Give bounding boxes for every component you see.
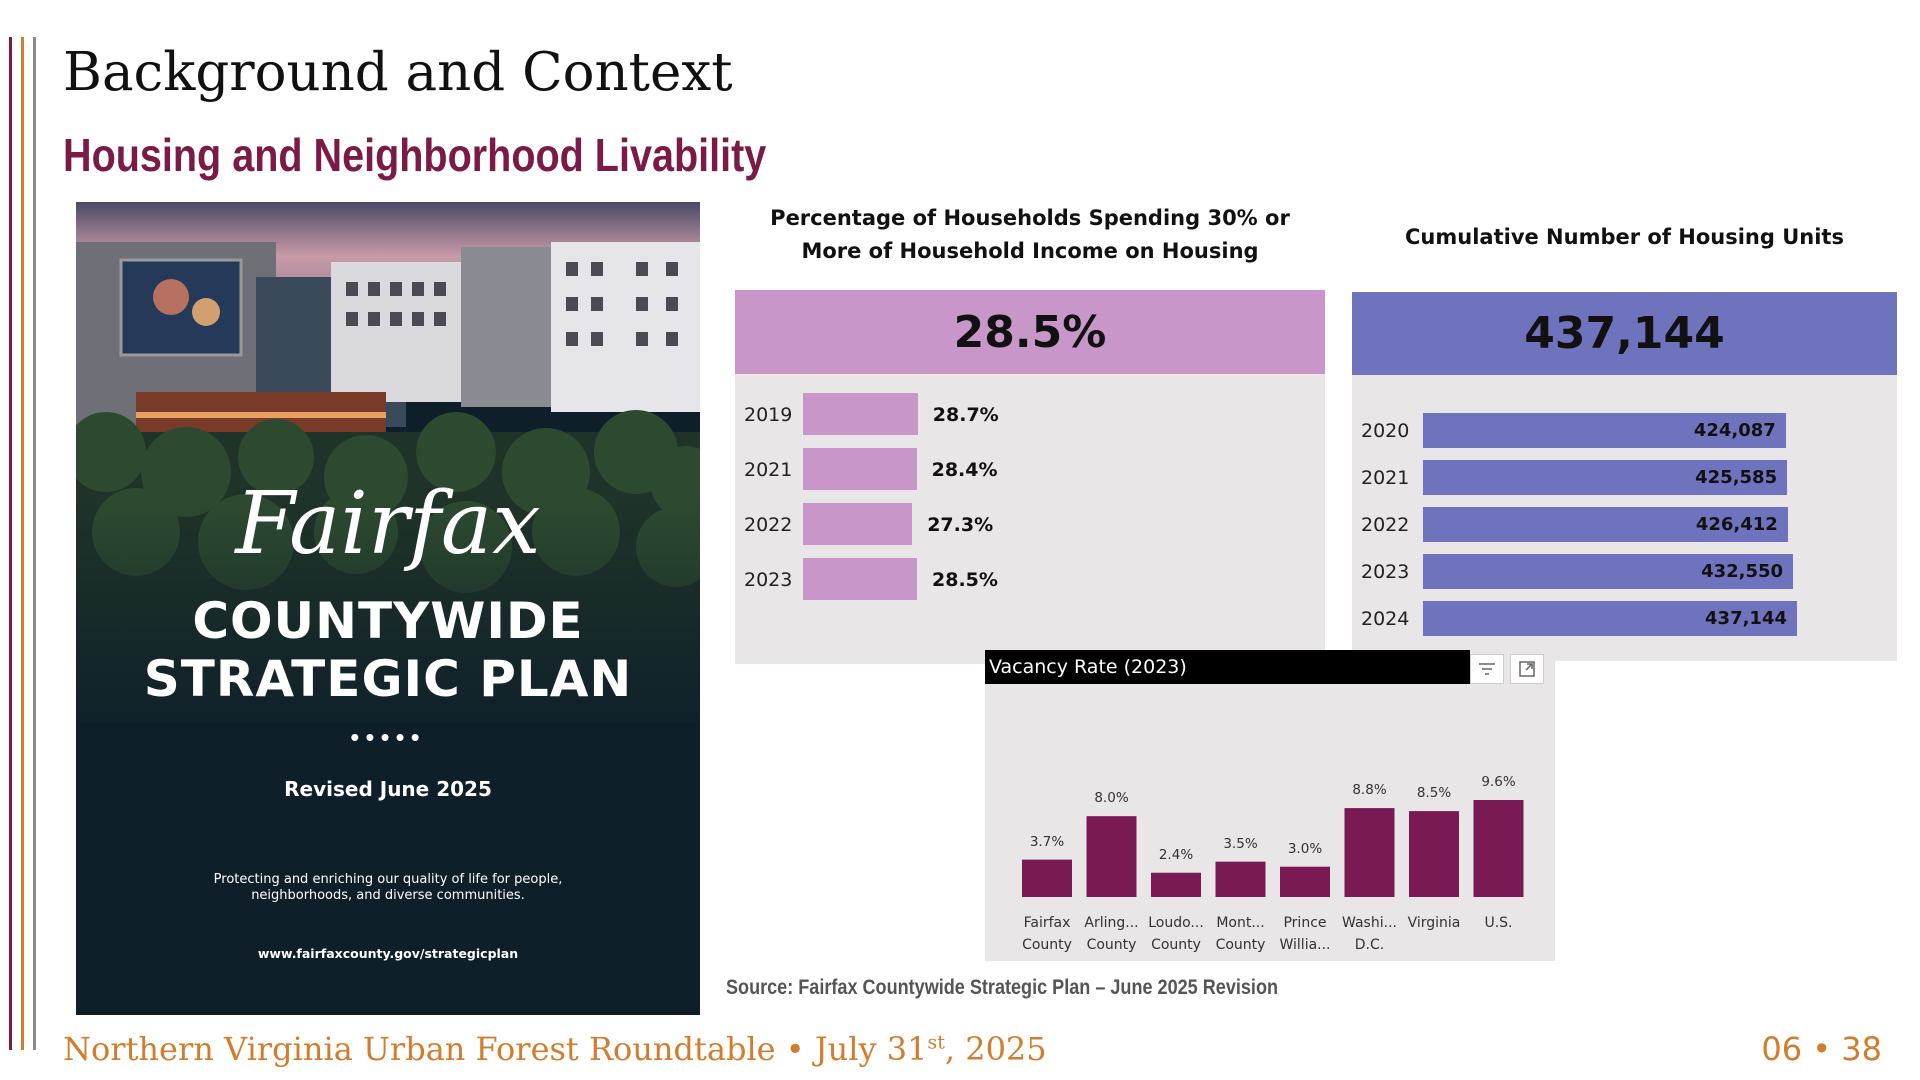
- vacancy-value-label: 9.6%: [1481, 774, 1516, 790]
- accent-stripe-maroon: [9, 37, 12, 1050]
- cost-burden-value-label: 28.4%: [931, 459, 998, 481]
- footer-event-text: Northern Virginia Urban Forest Roundtabl…: [63, 1030, 928, 1068]
- vacancy-value-label: 8.0%: [1094, 790, 1129, 807]
- vacancy-value-label: 3.5%: [1223, 835, 1258, 852]
- strategic-plan-cover: Fairfax COUNTYWIDE STRATEGIC PLAN ••••• …: [76, 202, 700, 1015]
- cover-script-title: Fairfax: [235, 474, 541, 574]
- housing-units-year-label: 2023: [1361, 561, 1410, 583]
- cover-tagline: Protecting and enriching our quality of …: [213, 872, 563, 903]
- vacancy-rate-title: Vacancy Rate (2023): [985, 650, 1470, 684]
- cost-burden-bar: [803, 448, 917, 490]
- cover-url: www.fairfaxcounty.gov/strategicplan: [257, 946, 519, 961]
- vacancy-bar: [1022, 859, 1072, 897]
- vacancy-category-label: Virginia: [1407, 915, 1461, 931]
- housing-units-heading: Cumulative Number of Housing Units: [1405, 225, 1844, 249]
- accent-stripe-orange: [21, 37, 24, 1050]
- cost-burden-value-label: 27.3%: [927, 514, 994, 536]
- slide-subtitle: Housing and Neighborhood Livability: [63, 129, 767, 181]
- cost-burden-heading-line-2: More of Household Income on Housing: [801, 239, 1259, 263]
- housing-units-bar: [1423, 553, 1794, 589]
- cost-burden-value-label: 28.5%: [932, 569, 998, 591]
- housing-units-panel: 437,144 2020 424,087 2021 425,585 2022 426,41…: [1352, 292, 1897, 661]
- vacancy-category-label: D.C.: [1354, 937, 1385, 953]
- vacancy-bar: [1409, 811, 1459, 897]
- cost-burden-panel: 28.5% 2019 28.7% 2021 28.4% 2022 27.3% 2023 28.…: [735, 290, 1325, 664]
- housing-units-value-label: 432,550: [1701, 561, 1784, 582]
- cost-burden-year-label: 2019: [744, 404, 793, 426]
- vacancy-category-label: Prince: [1283, 915, 1327, 931]
- housing-units-value-label: 437,144: [1705, 608, 1787, 629]
- cost-burden-year-label: 2023: [744, 569, 793, 591]
- vacancy-value-label: 2.4%: [1158, 846, 1194, 863]
- vacancy-category-label: Mont...: [1216, 915, 1265, 931]
- cost-burden-kpi: 28.5%: [735, 290, 1325, 374]
- vacancy-value-label: 3.7%: [1029, 833, 1065, 850]
- vacancy-category-label: County: [1086, 937, 1137, 953]
- housing-units-bar: [1423, 412, 1786, 448]
- vacancy-value-label: 8.5%: [1416, 785, 1452, 802]
- vacancy-bar: [1151, 872, 1201, 897]
- vacancy-category-label: Willia...: [1279, 937, 1331, 953]
- vacancy-category-label: Washi...: [1342, 915, 1397, 931]
- housing-units-year-label: 2022: [1361, 514, 1410, 536]
- cost-burden-bar: [803, 393, 918, 435]
- vacancy-category-label: County: [1022, 937, 1072, 953]
- cost-burden-year-label: 2021: [744, 459, 793, 481]
- housing-units-year-label: 2020: [1361, 420, 1410, 442]
- vacancy-bar: [1473, 800, 1524, 897]
- housing-units-value-label: 426,412: [1695, 514, 1778, 535]
- housing-units-bar: [1423, 600, 1797, 636]
- filter-icon[interactable]: [1470, 654, 1504, 684]
- housing-units-kpi: 437,144: [1352, 292, 1897, 375]
- vacancy-bar: [1086, 816, 1137, 897]
- housing-units-value-label: 425,585: [1695, 467, 1778, 488]
- vacancy-rate-visual: Vacancy Rate (2023) 3.7% Fairfax County 8.0…: [985, 650, 1555, 961]
- cover-dots: •••••: [350, 722, 426, 752]
- cost-burden-heading-line-1: Percentage of Households Spending 30% or: [770, 206, 1290, 230]
- cover-shade: [76, 502, 700, 742]
- accent-stripe-gray: [33, 37, 36, 1050]
- vacancy-value-label: 8.8%: [1352, 782, 1387, 799]
- slide-title: Background and Context: [63, 42, 733, 103]
- footer-date-suffix: st: [927, 1031, 945, 1054]
- footer-event: Northern Virginia Urban Forest Roundtabl…: [63, 1030, 1047, 1068]
- housing-units-bar: [1423, 459, 1788, 495]
- source-note: Source: Fairfax Countywide Strategic Pla…: [726, 976, 1279, 999]
- cost-burden-year-label: 2022: [744, 514, 793, 536]
- housing-units-year-label: 2024: [1361, 608, 1410, 630]
- cover-title-line-2: STRATEGIC PLAN: [143, 650, 633, 708]
- vacancy-rate-bar-chart: [1022, 800, 1524, 897]
- focus-mode-icon[interactable]: [1510, 654, 1544, 684]
- housing-units-value-label: 424,087: [1693, 420, 1776, 441]
- cost-burden-heading: Percentage of Households Spending 30% or…: [735, 202, 1325, 268]
- cover-title-line-1: COUNTYWIDE: [192, 592, 584, 650]
- housing-units-year-label: 2021: [1361, 467, 1410, 489]
- cost-burden-bar: [803, 558, 917, 600]
- vacancy-category-label: Arling...: [1084, 915, 1139, 931]
- vacancy-category-label: County: [1215, 937, 1266, 953]
- vacancy-category-label: Fairfax: [1023, 915, 1071, 931]
- vacancy-category-label: Loudo...: [1148, 915, 1204, 931]
- cover-revised-date: Revised June 2025: [284, 777, 492, 801]
- page-number: 06 • 38: [1761, 1030, 1882, 1068]
- vacancy-category-label: U.S.: [1484, 915, 1513, 931]
- housing-units-bar: [1423, 506, 1788, 542]
- vacancy-bar: [1215, 861, 1266, 897]
- footer-year: , 2025: [944, 1030, 1047, 1068]
- vacancy-bar: [1344, 808, 1395, 897]
- vacancy-bar: [1280, 866, 1330, 897]
- cost-burden-bar: [803, 503, 913, 545]
- cost-burden-value-label: 28.7%: [932, 404, 999, 426]
- vacancy-value-label: 3.0%: [1287, 840, 1323, 857]
- vacancy-category-label: County: [1151, 937, 1201, 953]
